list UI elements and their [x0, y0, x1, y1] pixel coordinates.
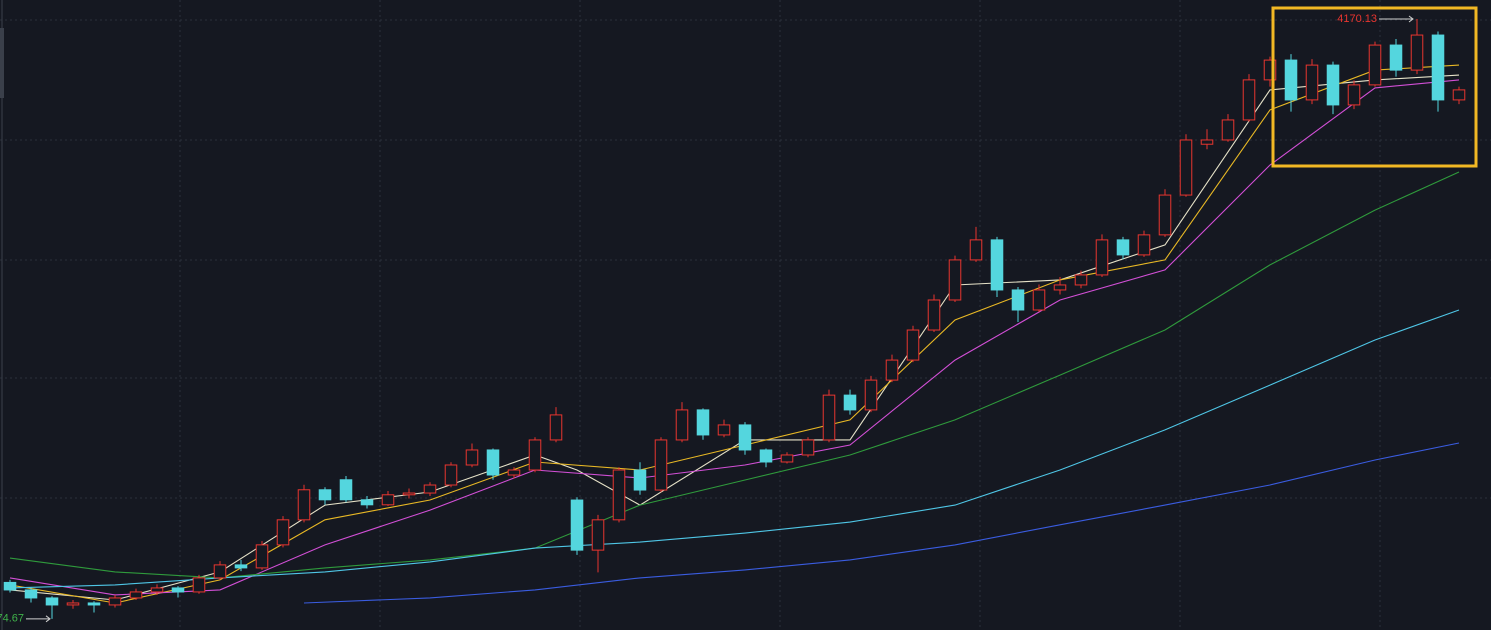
candle-body	[1095, 239, 1109, 276]
candle-body	[339, 479, 353, 501]
candle-body	[360, 499, 374, 506]
candle-body	[528, 439, 542, 471]
candle-body	[1032, 289, 1046, 311]
candle-body	[297, 489, 311, 521]
candle-body	[1431, 34, 1445, 101]
candle-body	[1200, 139, 1214, 145]
candle-body	[591, 519, 605, 551]
candle-body	[654, 439, 668, 491]
candle-body	[465, 449, 479, 466]
candle-body	[1116, 239, 1130, 256]
candle-body	[864, 379, 878, 411]
candle-body	[213, 564, 227, 579]
candle-body	[423, 484, 437, 494]
candle-body	[549, 414, 563, 441]
candle-body	[318, 489, 332, 501]
candle-body	[612, 469, 626, 521]
candle-body	[675, 409, 689, 441]
candle-body	[1074, 274, 1088, 286]
high-arrow	[1379, 15, 1414, 23]
candle-body	[129, 591, 143, 599]
candle-body	[1158, 194, 1172, 236]
candle-body	[738, 424, 752, 451]
candle-body	[801, 439, 815, 456]
candle-body	[717, 424, 731, 436]
ma-line	[303, 442, 1460, 604]
candle-body	[234, 564, 248, 569]
ma-line	[9, 309, 1460, 589]
candle-body	[927, 299, 941, 331]
candle-body	[885, 359, 899, 381]
candle-body	[1242, 79, 1256, 121]
candle-body	[3, 581, 17, 591]
candle-body	[507, 469, 521, 476]
candle-body	[1326, 64, 1340, 106]
candle-body	[45, 597, 59, 606]
low-label: 1774.67	[0, 613, 24, 625]
candle-body	[1137, 234, 1151, 256]
candle-body	[24, 589, 38, 599]
candle-body	[192, 577, 206, 593]
moving-averages	[9, 64, 1460, 604]
candle-body	[1305, 64, 1319, 101]
candle-body	[1221, 119, 1235, 141]
candle-body	[780, 454, 794, 463]
candle-body	[1179, 139, 1193, 196]
candle-body	[486, 449, 500, 476]
candle-body	[570, 499, 584, 551]
candle-body	[1284, 59, 1298, 101]
candle-body	[759, 449, 773, 463]
candle-body	[696, 409, 710, 436]
candle-body	[1053, 284, 1067, 291]
candle-body	[1389, 44, 1403, 71]
candle-body	[1263, 59, 1277, 81]
candle-body	[843, 394, 857, 411]
annotations: 4170.13 1774.67	[0, 13, 1414, 625]
candle-body	[969, 239, 983, 261]
candle-body	[255, 544, 269, 569]
high-label: 4170.13	[1337, 13, 1377, 25]
candle-body	[906, 329, 920, 361]
candle-body	[990, 239, 1004, 291]
candle-body	[633, 469, 647, 491]
candle-body	[402, 492, 416, 496]
ma-line	[9, 171, 1460, 579]
candle-body	[1347, 84, 1361, 106]
low-arrow	[26, 615, 51, 623]
candle-body	[948, 259, 962, 301]
candle-body	[1452, 89, 1466, 101]
candle-body	[150, 587, 164, 593]
scroll-handle	[0, 28, 4, 98]
candle-body	[822, 394, 836, 441]
candle-body	[66, 602, 80, 606]
candle-body	[276, 519, 290, 546]
candle-body	[1011, 289, 1025, 311]
candle-body	[1368, 44, 1382, 86]
candle-body	[171, 587, 185, 593]
candle-body	[108, 597, 122, 606]
candle-body	[1410, 34, 1424, 71]
candle-body	[444, 464, 458, 486]
candle-body	[381, 494, 395, 506]
highlight-box	[1271, 6, 1478, 168]
candles	[3, 18, 1466, 619]
ma-line	[9, 74, 1460, 601]
candle-body	[87, 602, 101, 606]
